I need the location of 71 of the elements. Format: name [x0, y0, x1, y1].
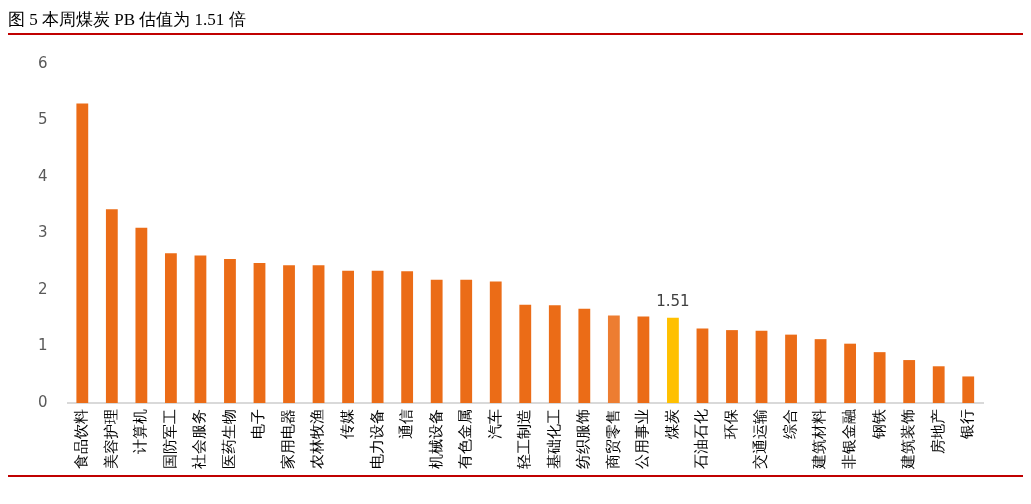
- x-tick-label: 国防军工: [160, 409, 179, 469]
- bar: [76, 103, 89, 403]
- x-tick-label: 电子: [249, 409, 268, 439]
- bar: [135, 227, 148, 403]
- bar: [105, 209, 118, 403]
- bar: [932, 366, 945, 403]
- x-tick-label: 综合: [780, 409, 799, 439]
- bar: [755, 330, 768, 403]
- x-tick-label: 有色金属: [456, 409, 475, 469]
- x-tick-label: 社会服务: [190, 409, 209, 469]
- x-tick-label: 钢铁: [869, 409, 888, 440]
- x-tick-label: 公用事业: [633, 409, 652, 469]
- x-tick-label: 非银金融: [840, 409, 858, 469]
- bar: [371, 270, 384, 403]
- bar: [401, 271, 414, 403]
- x-tick-label: 房地产: [928, 409, 947, 454]
- bar: [194, 255, 207, 403]
- x-tick-label: 电力设备: [367, 409, 386, 469]
- x-tick-label: 建筑装饰: [899, 409, 918, 470]
- y-tick-label: 1: [38, 336, 48, 355]
- bar: [224, 258, 236, 403]
- bar: [548, 305, 561, 403]
- bar: [430, 279, 443, 403]
- bar: [253, 262, 266, 403]
- x-tick-label: 家用电器: [278, 409, 297, 469]
- y-tick-label: 0: [38, 392, 48, 411]
- x-tick-label: 环保: [721, 409, 740, 439]
- bar: [696, 328, 709, 403]
- x-tick-label: 轻工制造: [515, 409, 534, 469]
- bar: [903, 360, 916, 403]
- bar: [312, 265, 325, 403]
- y-tick-label: 2: [38, 279, 48, 298]
- x-tick-label: 计算机: [131, 409, 150, 454]
- x-tick-label: 通信: [397, 409, 416, 439]
- bar: [844, 343, 857, 403]
- x-tick-label: 美容护理: [101, 409, 120, 469]
- bar: [814, 339, 827, 403]
- bar: [578, 308, 591, 403]
- x-tick-label: 汽车: [485, 409, 504, 439]
- x-tick-label: 纺织服饰: [574, 409, 593, 469]
- chart-title: 图 5 本周煤炭 PB 估值为 1.51 倍: [8, 8, 1023, 35]
- x-tick-label: 医药生物: [219, 409, 238, 469]
- x-tick-label: 机械设备: [426, 409, 445, 469]
- bar: [165, 253, 177, 403]
- x-tick-label: 交通运输: [751, 409, 770, 469]
- bar: [460, 279, 473, 403]
- bar: [637, 316, 650, 403]
- bar: [519, 304, 532, 403]
- y-tick-label: 6: [38, 53, 48, 72]
- bar: [873, 352, 886, 403]
- data-label: 1.51: [656, 292, 690, 311]
- bar: [962, 376, 975, 403]
- y-tick-label: 5: [38, 110, 48, 129]
- bar: [607, 315, 620, 403]
- bar: [283, 265, 295, 403]
- y-tick-label: 3: [38, 223, 48, 242]
- x-tick-label: 基础化工: [544, 409, 563, 469]
- bar: [785, 334, 797, 403]
- x-tick-label: 传媒: [337, 409, 356, 439]
- bar: [726, 330, 738, 403]
- x-tick-label: 食品饮料: [72, 409, 91, 469]
- bar: [342, 270, 354, 403]
- y-tick-label: 4: [38, 166, 48, 185]
- x-tick-label: 煤炭: [662, 409, 681, 439]
- x-tick-label: 石油石化: [692, 409, 711, 469]
- x-tick-label: 建筑材料: [810, 409, 829, 470]
- bar: [489, 281, 502, 403]
- bar: [667, 317, 679, 403]
- x-tick-label: 商贸零售: [603, 409, 622, 469]
- x-tick-label: 农林牧渔: [308, 409, 327, 469]
- x-tick-label: 银行: [958, 409, 977, 440]
